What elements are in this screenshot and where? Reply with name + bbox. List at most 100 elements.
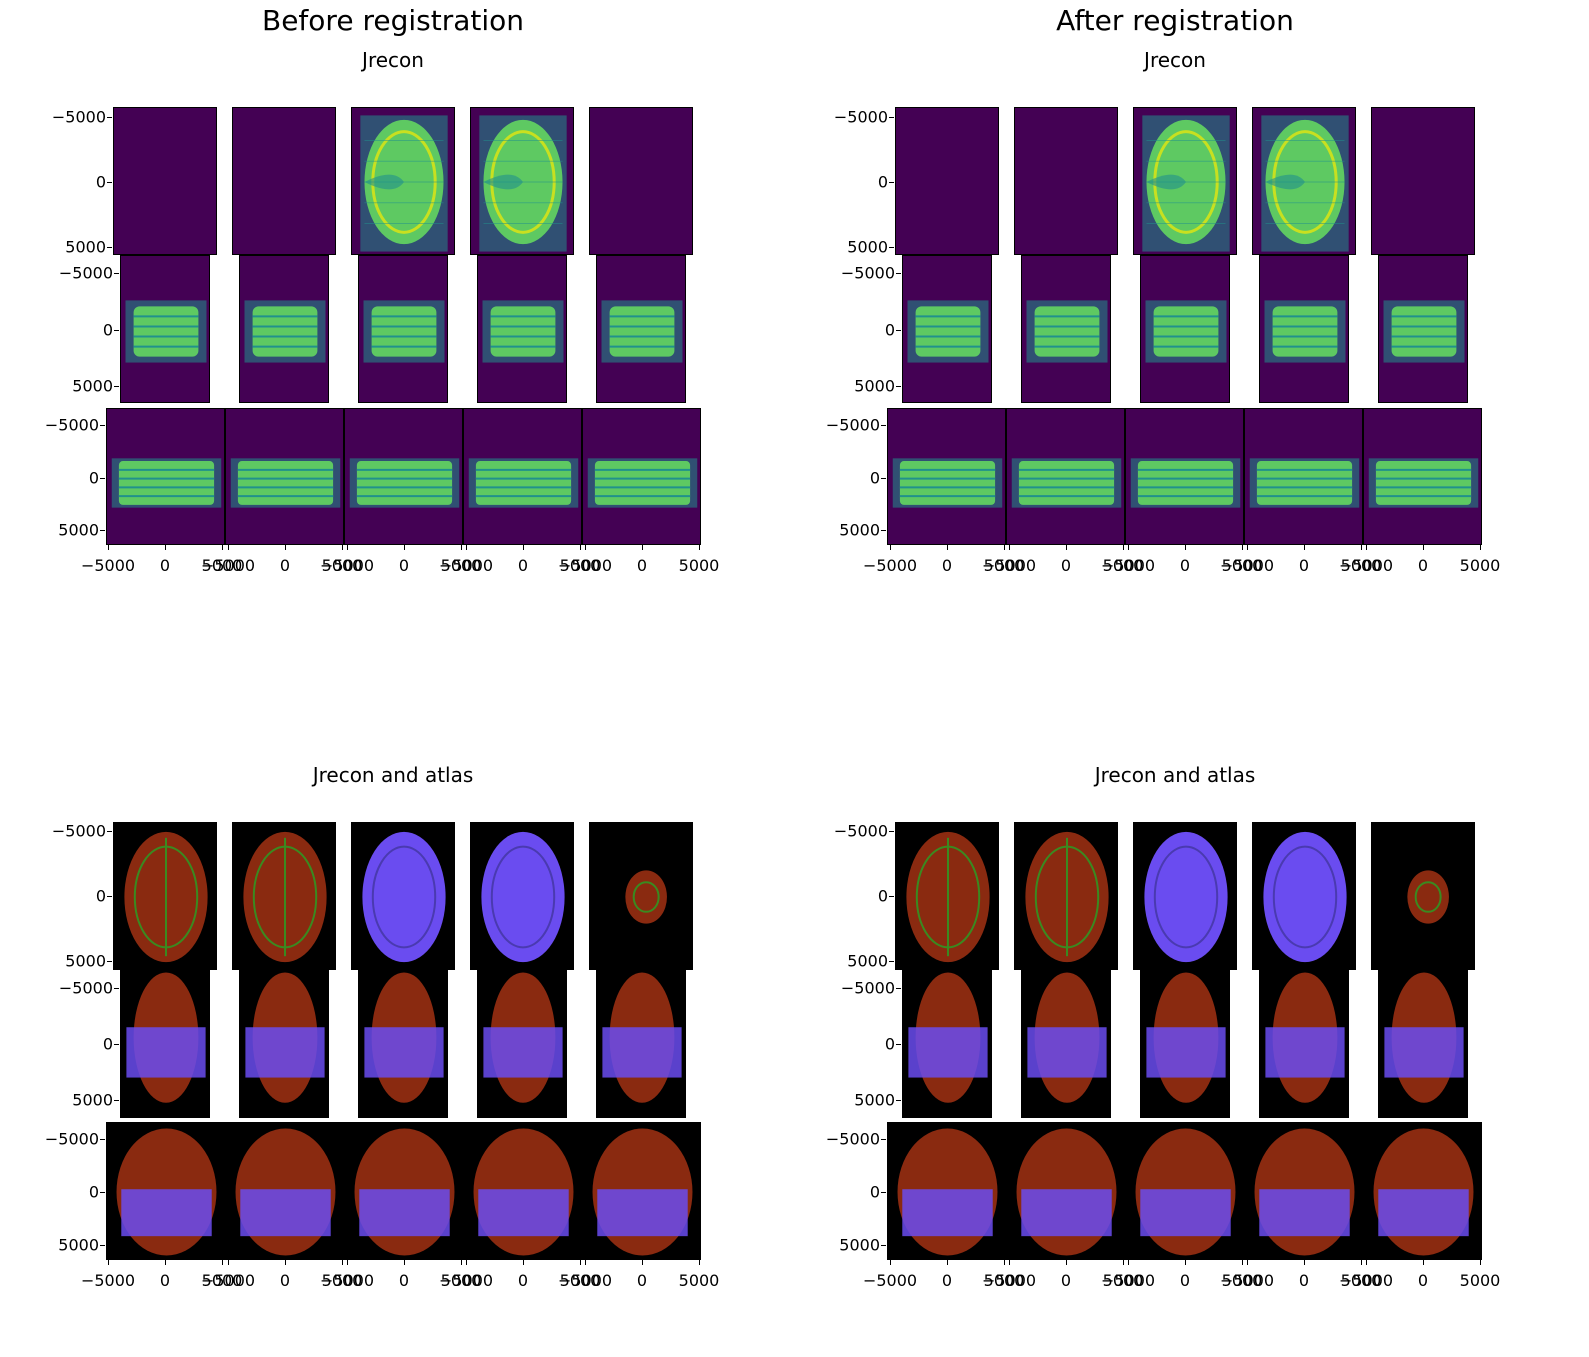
slice-image (1407, 870, 1449, 924)
slice-image (1146, 972, 1226, 1103)
slice-tile (225, 408, 344, 545)
slice-tile (1006, 1122, 1125, 1260)
slice-image (111, 458, 222, 508)
y-tick-label: 5000 (847, 237, 888, 257)
y-tick-label: −5000 (833, 107, 888, 127)
slice-tile (1378, 970, 1468, 1118)
x-tick-label: −5000 (1219, 556, 1275, 575)
y-tick-mark (896, 386, 901, 387)
x-tick-label: 5000 (1340, 556, 1382, 575)
slice-image (892, 458, 1003, 508)
slice-image (1144, 831, 1228, 963)
slice-image (230, 458, 341, 508)
y-tick-label: 0 (88, 1182, 99, 1202)
slice-image (233, 108, 336, 255)
slice-tile (225, 1122, 344, 1260)
y-tick-label: −5000 (840, 978, 895, 998)
x-tick-mark (404, 545, 405, 550)
x-tick-mark (108, 545, 109, 550)
slice-tile (1244, 408, 1363, 545)
x-tick-mark (1247, 545, 1248, 550)
y-tick-mark (889, 182, 894, 183)
slice-image (1383, 300, 1465, 363)
slice-tile (1133, 107, 1237, 255)
y-tick-mark (107, 247, 112, 248)
x-tick-label: 5000 (1221, 556, 1263, 575)
slice-tile (1252, 107, 1356, 255)
slice-tile (1021, 970, 1111, 1118)
y-tick-mark (100, 1139, 105, 1140)
suptitle-before: Before registration (262, 4, 524, 37)
x-tick-mark (1361, 1260, 1362, 1265)
slice-image (908, 972, 988, 1103)
x-tick-label: 5000 (201, 1271, 243, 1290)
y-tick-label: −5000 (825, 1129, 880, 1149)
slice-image (1015, 108, 1118, 255)
y-tick-mark (889, 896, 894, 897)
y-tick-mark (114, 1100, 119, 1101)
x-tick-mark (222, 545, 223, 550)
x-tick-mark (228, 1260, 229, 1265)
y-tick-mark (881, 1139, 886, 1140)
x-tick-mark (890, 545, 891, 550)
y-tick-mark (896, 988, 901, 989)
slice-image (1026, 300, 1108, 363)
slice-image (1011, 458, 1122, 508)
y-tick-label: 5000 (58, 520, 99, 540)
slice-image (1025, 831, 1109, 963)
y-tick-label: 5000 (58, 1235, 99, 1255)
y-tick-label: −5000 (840, 263, 895, 283)
slice-image (1263, 831, 1347, 963)
slice-image (364, 972, 444, 1103)
x-tick-mark (1128, 1260, 1129, 1265)
panel-title: Jrecon and atlas (312, 763, 474, 787)
x-tick-mark (1361, 545, 1362, 550)
y-tick-mark (100, 1245, 105, 1246)
slice-tile (1125, 408, 1244, 545)
slice-tile (887, 1122, 1006, 1260)
slice-tile (1133, 822, 1237, 970)
y-tick-label: −5000 (44, 415, 99, 435)
x-tick-mark (890, 1260, 891, 1265)
y-tick-mark (114, 273, 119, 274)
x-tick-mark (1123, 545, 1124, 550)
x-tick-label: 0 (159, 1271, 171, 1290)
slice-tile (1021, 255, 1111, 403)
y-tick-label: 5000 (65, 951, 106, 971)
y-tick-label: 5000 (72, 376, 113, 396)
slice-tile (1006, 408, 1125, 545)
x-tick-label: 5000 (440, 1271, 482, 1290)
x-tick-label: −5000 (862, 556, 918, 575)
x-tick-label: 0 (1060, 556, 1072, 575)
x-tick-label: −5000 (80, 1271, 136, 1290)
slice-image (235, 1128, 336, 1256)
x-tick-mark (342, 545, 343, 550)
y-tick-mark (881, 425, 886, 426)
x-tick-mark (1366, 545, 1367, 550)
y-tick-label: −5000 (51, 107, 106, 127)
y-tick-label: −5000 (58, 978, 113, 998)
slice-image (1249, 458, 1360, 508)
x-tick-label: 5000 (983, 1271, 1025, 1290)
y-tick-label: 5000 (854, 376, 895, 396)
slice-image (245, 972, 325, 1103)
x-tick-label: 0 (1298, 556, 1310, 575)
panel-title: Jrecon and atlas (1094, 763, 1256, 787)
x-tick-label: 5000 (559, 556, 601, 575)
y-tick-mark (114, 386, 119, 387)
y-tick-mark (881, 1245, 886, 1246)
x-tick-label: 0 (1179, 1271, 1191, 1290)
y-tick-label: −5000 (825, 415, 880, 435)
x-tick-mark (1009, 1260, 1010, 1265)
y-tick-mark (107, 182, 112, 183)
y-tick-label: 0 (102, 1034, 113, 1054)
x-tick-label: 0 (517, 556, 529, 575)
x-tick-label: 0 (636, 1271, 648, 1290)
y-tick-mark (889, 961, 894, 962)
x-tick-label: −5000 (200, 556, 256, 575)
slice-tile (106, 408, 225, 545)
slice-tile (477, 255, 567, 403)
y-tick-mark (889, 117, 894, 118)
x-tick-mark (347, 545, 348, 550)
slice-tile (1014, 107, 1118, 255)
